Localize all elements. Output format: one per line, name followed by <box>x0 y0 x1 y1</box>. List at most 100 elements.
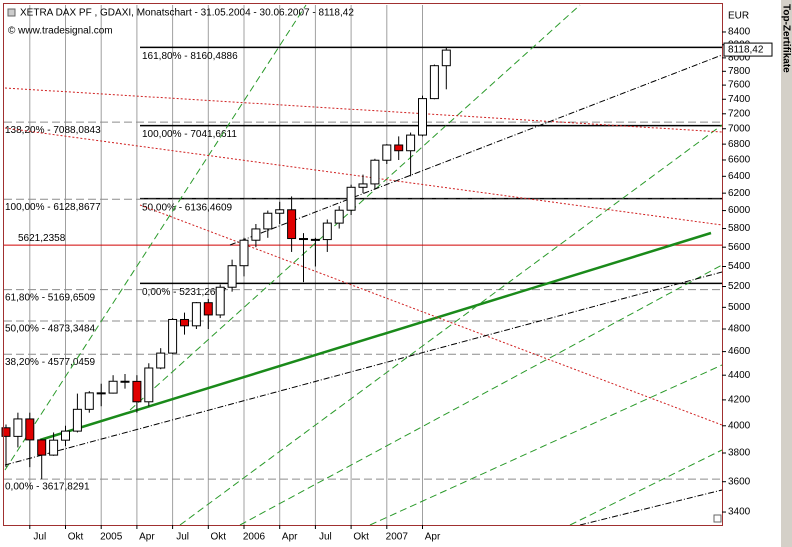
fib-label: 138,20% - 7088,0843 <box>5 125 101 136</box>
fib-label: 50,00% - 4873,3484 <box>5 324 96 335</box>
candle-body <box>394 144 404 152</box>
y-tick-label: 3800 <box>728 448 751 459</box>
candle-body <box>322 222 332 241</box>
candle-body <box>299 238 308 241</box>
candle-body <box>441 49 451 67</box>
candle-body <box>61 430 70 441</box>
y-tick-label: 4200 <box>728 395 751 406</box>
candle-body <box>275 209 285 214</box>
y-tick-label: 7000 <box>728 123 751 134</box>
candle-body <box>287 209 297 240</box>
y-tick-label: 5600 <box>728 242 751 253</box>
y-tick-label: 6000 <box>728 205 751 216</box>
y-tick-label: 4600 <box>728 346 751 357</box>
candle-body <box>239 239 249 267</box>
x-tick-label: Jul <box>33 532 46 543</box>
candle-body <box>358 183 368 188</box>
candle-body <box>429 65 439 100</box>
y-tick-label: 5400 <box>728 261 751 272</box>
candle-body <box>191 302 201 327</box>
chart-subtitle: © www.tradesignal.com <box>8 26 113 37</box>
last-price-label: 8118,42 <box>728 45 764 56</box>
plot-frame <box>3 3 723 526</box>
y-tick-label: 4000 <box>728 420 751 431</box>
candle-body <box>25 418 35 441</box>
y-tick-label: 6800 <box>728 139 751 150</box>
candle-body <box>263 212 273 230</box>
x-tick-label: 2005 <box>100 532 123 543</box>
candle-body <box>13 418 23 437</box>
y-axis-label: EUR <box>728 11 749 22</box>
y-tick-label: 8000 <box>728 53 751 64</box>
candle-body <box>72 408 82 432</box>
candle-body <box>108 380 118 394</box>
x-tick-label: 2007 <box>386 532 409 543</box>
candle-body <box>215 286 225 316</box>
candle-body <box>120 380 130 383</box>
y-tick-label: 5000 <box>728 302 751 313</box>
x-tick-label: Apr <box>282 532 298 543</box>
candle-body <box>346 186 356 211</box>
candle-body <box>1 427 11 437</box>
last-price-box <box>723 42 773 57</box>
y-tick-label: 6600 <box>728 155 751 166</box>
candle-body <box>144 367 154 403</box>
candle-body <box>382 144 392 161</box>
x-tick-label: Apr <box>425 532 441 543</box>
trend-line <box>369 364 723 526</box>
x-tick-label: Apr <box>139 532 155 543</box>
fib-label: 50,00% - 6136,4609 <box>142 202 233 213</box>
candle-body <box>37 439 47 456</box>
x-tick-label: Jul <box>319 532 332 543</box>
fib-label: 100,00% - 6128,8677 <box>5 202 101 213</box>
levels-layer: 161,80% - 8160,4886 100,00% - 7041,6611 50… <box>4 46 722 493</box>
candle-body <box>96 392 106 395</box>
y-tick-label: 3400 <box>728 507 751 518</box>
trend-line <box>39 231 712 442</box>
y-tick-label: 6400 <box>728 171 751 182</box>
chart-icon[interactable] <box>7 8 16 17</box>
trend-line <box>239 264 723 526</box>
resize-icon[interactable] <box>713 514 722 523</box>
chart-title: XETRA DAX PF , GDAXI, Monatschart - 31.0… <box>20 8 354 19</box>
x-tick-label: Okt <box>68 532 84 543</box>
y-tick-label: 6200 <box>728 188 751 199</box>
side-panel <box>781 0 792 547</box>
candle-body <box>180 318 189 327</box>
x-tick-label: Okt <box>211 532 227 543</box>
y-tick-label: 7600 <box>728 80 751 91</box>
x-tick-label: 2006 <box>243 532 266 543</box>
y-tick-label: 5800 <box>728 223 751 234</box>
x-tick-label: Jul <box>176 532 189 543</box>
candles-layer <box>1 47 451 480</box>
fib-label: 161,80% - 8160,4886 <box>142 51 238 62</box>
y-tick-label: 3600 <box>728 476 751 487</box>
candle-body <box>251 228 261 241</box>
x-tick-label: Okt <box>353 532 369 543</box>
y-tick-label: 7800 <box>728 66 751 77</box>
candle-body <box>203 302 213 316</box>
candle-body <box>418 98 427 136</box>
side-tab[interactable]: Top-Zertifikate <box>780 4 791 73</box>
candle-body <box>168 318 178 354</box>
fib-label: 100,00% - 7041,6611 <box>142 129 237 140</box>
candle-body <box>132 380 142 403</box>
candle-body <box>370 159 380 185</box>
trend-line <box>4 271 723 466</box>
trend-line <box>569 449 723 526</box>
fib-label: 38,20% - 4577,0459 <box>5 357 96 368</box>
candle-body <box>406 134 416 152</box>
support-label: 5621,2358 <box>18 233 66 244</box>
y-tick-label: 4800 <box>728 324 751 335</box>
candle-body <box>49 439 59 456</box>
trend-line <box>4 4 307 471</box>
fib-label: 0,00% - 3617,8291 <box>5 482 90 493</box>
y-tick-label: 5200 <box>728 281 751 292</box>
y-tick-label: 4400 <box>728 370 751 381</box>
candle-body <box>156 352 166 369</box>
candle-body <box>84 392 94 410</box>
fib-label: 61,80% - 5169,6509 <box>5 292 96 303</box>
y-tick-label: 7200 <box>728 108 751 119</box>
